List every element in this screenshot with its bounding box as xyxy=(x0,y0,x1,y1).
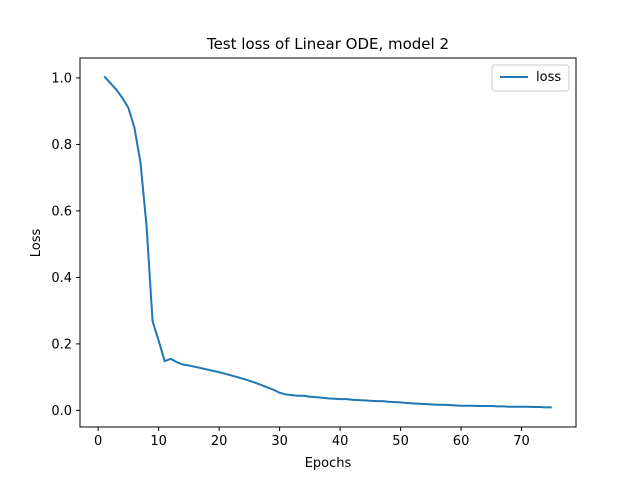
x-tick-label: 30 xyxy=(271,434,288,449)
x-tick-label: 20 xyxy=(211,434,228,449)
x-tick-label: 50 xyxy=(392,434,409,449)
x-tick-label: 70 xyxy=(513,434,530,449)
series-line-loss xyxy=(103,75,552,409)
legend-box xyxy=(491,64,570,92)
x-tick-label: 60 xyxy=(453,434,470,449)
y-tick-label: 0.6 xyxy=(51,204,72,219)
x-axis-label: Epochs xyxy=(305,456,352,471)
x-tick-label: 40 xyxy=(332,434,349,449)
legend: loss xyxy=(491,64,570,92)
y-tick-label: 0.8 xyxy=(51,138,72,153)
plot-frame xyxy=(79,57,577,428)
x-axis-ticks: 0 10 20 30 40 50 60 70 xyxy=(94,427,530,449)
y-tick-label: 0.2 xyxy=(51,337,72,352)
y-axis-label: Loss xyxy=(29,229,44,258)
x-tick-label: 0 xyxy=(94,434,102,449)
y-tick-label: 0.4 xyxy=(51,271,72,286)
y-tick-label: 1.0 xyxy=(51,71,72,86)
chart-title: Test loss of Linear ODE, model 2 xyxy=(206,35,449,53)
plot-series xyxy=(103,75,552,409)
legend-label-loss: loss xyxy=(536,70,561,85)
y-tick-label: 0.0 xyxy=(51,404,72,419)
x-tick-label: 10 xyxy=(150,434,167,449)
y-axis-ticks: 0.0 0.2 0.4 0.6 0.8 1.0 xyxy=(51,71,80,419)
